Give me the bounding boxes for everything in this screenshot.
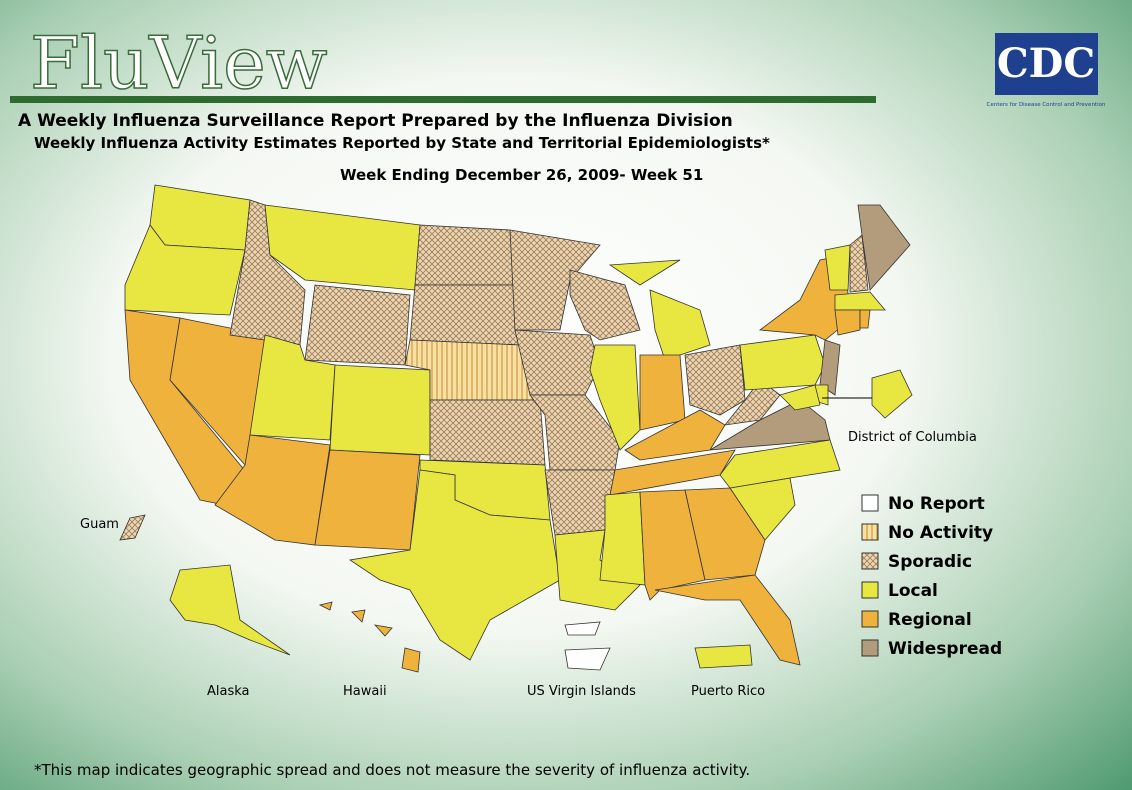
region <box>589 344 641 451</box>
region <box>709 399 831 451</box>
region <box>214 434 331 546</box>
legend-label: No Report <box>888 494 985 514</box>
cdc-full: Centers for Disease Control and Preventi… <box>987 102 1106 108</box>
legend-swatch <box>861 523 879 541</box>
legend-label: Local <box>888 581 938 601</box>
region <box>649 289 711 361</box>
legend-label: No Activity <box>888 523 993 543</box>
region <box>857 204 911 291</box>
header-bar <box>10 96 876 103</box>
region <box>124 224 246 316</box>
region <box>719 439 841 489</box>
region <box>849 234 869 293</box>
legend-label: Widespread <box>888 639 1002 659</box>
region <box>401 647 421 673</box>
region <box>314 449 421 551</box>
footnote: *This map indicates geographic spread an… <box>34 761 750 779</box>
region <box>834 309 861 336</box>
region <box>654 574 801 666</box>
region <box>564 621 601 636</box>
region <box>859 309 871 329</box>
guam-label: Guam <box>80 517 119 532</box>
region <box>599 491 646 586</box>
region <box>819 339 841 396</box>
region <box>414 224 516 286</box>
legend-label: Sporadic <box>888 552 972 572</box>
region <box>318 601 333 611</box>
region <box>544 469 616 536</box>
region <box>694 644 753 669</box>
region <box>149 184 251 251</box>
dc-label: District of Columbia <box>848 430 977 445</box>
region <box>624 409 726 461</box>
region <box>639 354 686 431</box>
legend-swatch <box>861 494 879 512</box>
region <box>264 204 421 291</box>
region <box>608 259 681 286</box>
region <box>824 244 851 291</box>
legend-swatch <box>861 552 879 570</box>
region <box>739 334 826 391</box>
hawaii-label: Hawaii <box>343 684 387 699</box>
region <box>351 609 366 623</box>
region <box>514 329 601 396</box>
region <box>564 647 611 671</box>
region <box>684 344 746 416</box>
subtitle: Weekly Influenza Activity Estimates Repo… <box>34 134 770 152</box>
title: A Weekly Influenza Surveillance Report P… <box>18 111 733 131</box>
week: Week Ending December 26, 2009- Week 51 <box>340 166 703 184</box>
alaska-label: Alaska <box>207 684 250 699</box>
region <box>871 369 913 419</box>
region <box>304 284 411 366</box>
pr-label: Puerto Rico <box>691 684 765 699</box>
cdc-text: CDC <box>997 40 1095 87</box>
region <box>509 229 601 331</box>
region <box>119 514 146 541</box>
region <box>169 564 291 656</box>
region <box>409 284 521 346</box>
logo: FluView <box>30 21 327 105</box>
legend-swatch <box>861 581 879 599</box>
legend-swatch <box>861 610 879 628</box>
usvi-label: US Virgin Islands <box>527 684 636 699</box>
region <box>348 469 561 661</box>
legend-swatch <box>861 639 879 657</box>
legend-label: Regional <box>888 610 972 630</box>
region <box>373 624 393 637</box>
region <box>779 384 821 411</box>
region <box>569 269 641 341</box>
cdc-logo <box>995 33 1098 95</box>
region <box>834 291 886 311</box>
region <box>329 364 431 456</box>
region <box>429 399 546 466</box>
